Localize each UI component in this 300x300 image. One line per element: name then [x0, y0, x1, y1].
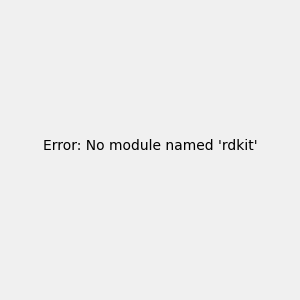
Text: Error: No module named 'rdkit': Error: No module named 'rdkit' [43, 139, 257, 153]
